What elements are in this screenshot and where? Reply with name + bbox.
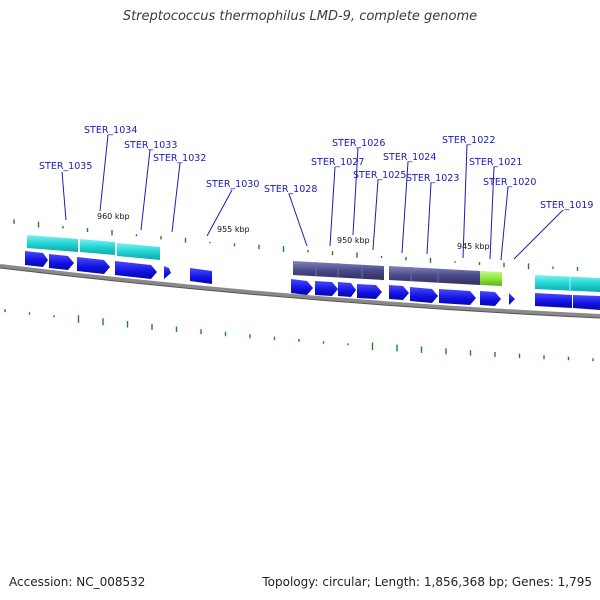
cds-arrow [480,291,501,306]
accession-text: Accession: NC_008532 [9,575,146,589]
gene-label-ster-1027: STER_1027 [311,157,364,168]
cds-arrow [573,295,600,310]
gene-label-ster-1020: STER_1020 [483,177,536,188]
cds-arrow [509,293,515,305]
cds-arrow [190,268,212,284]
gene-label-ster-1034: STER_1034 [84,125,137,136]
gene-label-ster-1025: STER_1025 [353,170,406,181]
cds-arrow [389,285,409,300]
gene-label-ster-1019: STER_1019 [540,200,593,211]
cds-arrow [357,284,382,299]
gene-label-ster-1023: STER_1023 [406,173,459,184]
cds-arrow [535,293,572,308]
gene-label-ster-1021: STER_1021 [469,157,522,168]
cds-arrow [315,281,338,296]
cog-bar [389,266,480,285]
gene-label-ster-1026: STER_1026 [332,138,385,149]
cds-arrow [338,282,356,297]
cog-bars [27,235,600,292]
gene-label-ster-1033: STER_1033 [124,140,177,151]
cog-bar [117,243,160,260]
gc-ticks-lower [4,309,594,362]
cog-bar [80,239,115,255]
cds-arrow [164,266,171,279]
cds-arrow [49,254,74,270]
cog-bar [535,275,600,292]
genome-backbone-shadow [0,267,600,319]
cds-arrows [25,251,600,310]
gene-labels: STER_1035 STER_1034 STER_1033 STER_1032 … [39,125,593,211]
gene-label-ster-1024: STER_1024 [383,152,436,163]
kbp-scale: 960 kbp 955 kbp 950 kbp 945 kbp [97,212,490,251]
kbp-label: 955 kbp [217,225,250,234]
kbp-label: 950 kbp [337,236,370,245]
cds-arrow [410,287,438,303]
gene-label-ster-1030: STER_1030 [206,179,259,190]
cog-bar [480,271,502,286]
genome-backbone [0,264,600,318]
map-title: Streptococcus thermophilus LMD-9, comple… [122,9,478,24]
cds-arrow [439,289,476,305]
kbp-label: 945 kbp [457,242,490,251]
topology-text: Topology: circular; Length: 1,856,368 bp… [262,575,592,589]
cds-arrow [115,261,157,279]
kbp-label: 960 kbp [97,212,130,221]
gc-ticks-upper [13,219,579,271]
gene-leader-lines [61,134,564,261]
cds-arrow [25,251,48,267]
gene-label-ster-1022: STER_1022 [442,135,495,146]
cds-arrow [77,257,110,274]
cds-arrow [291,279,313,295]
gene-label-ster-1028: STER_1028 [264,184,317,195]
cog-bar [27,235,78,252]
gene-label-ster-1032: STER_1032 [153,153,206,164]
gene-label-ster-1035: STER_1035 [39,161,92,172]
